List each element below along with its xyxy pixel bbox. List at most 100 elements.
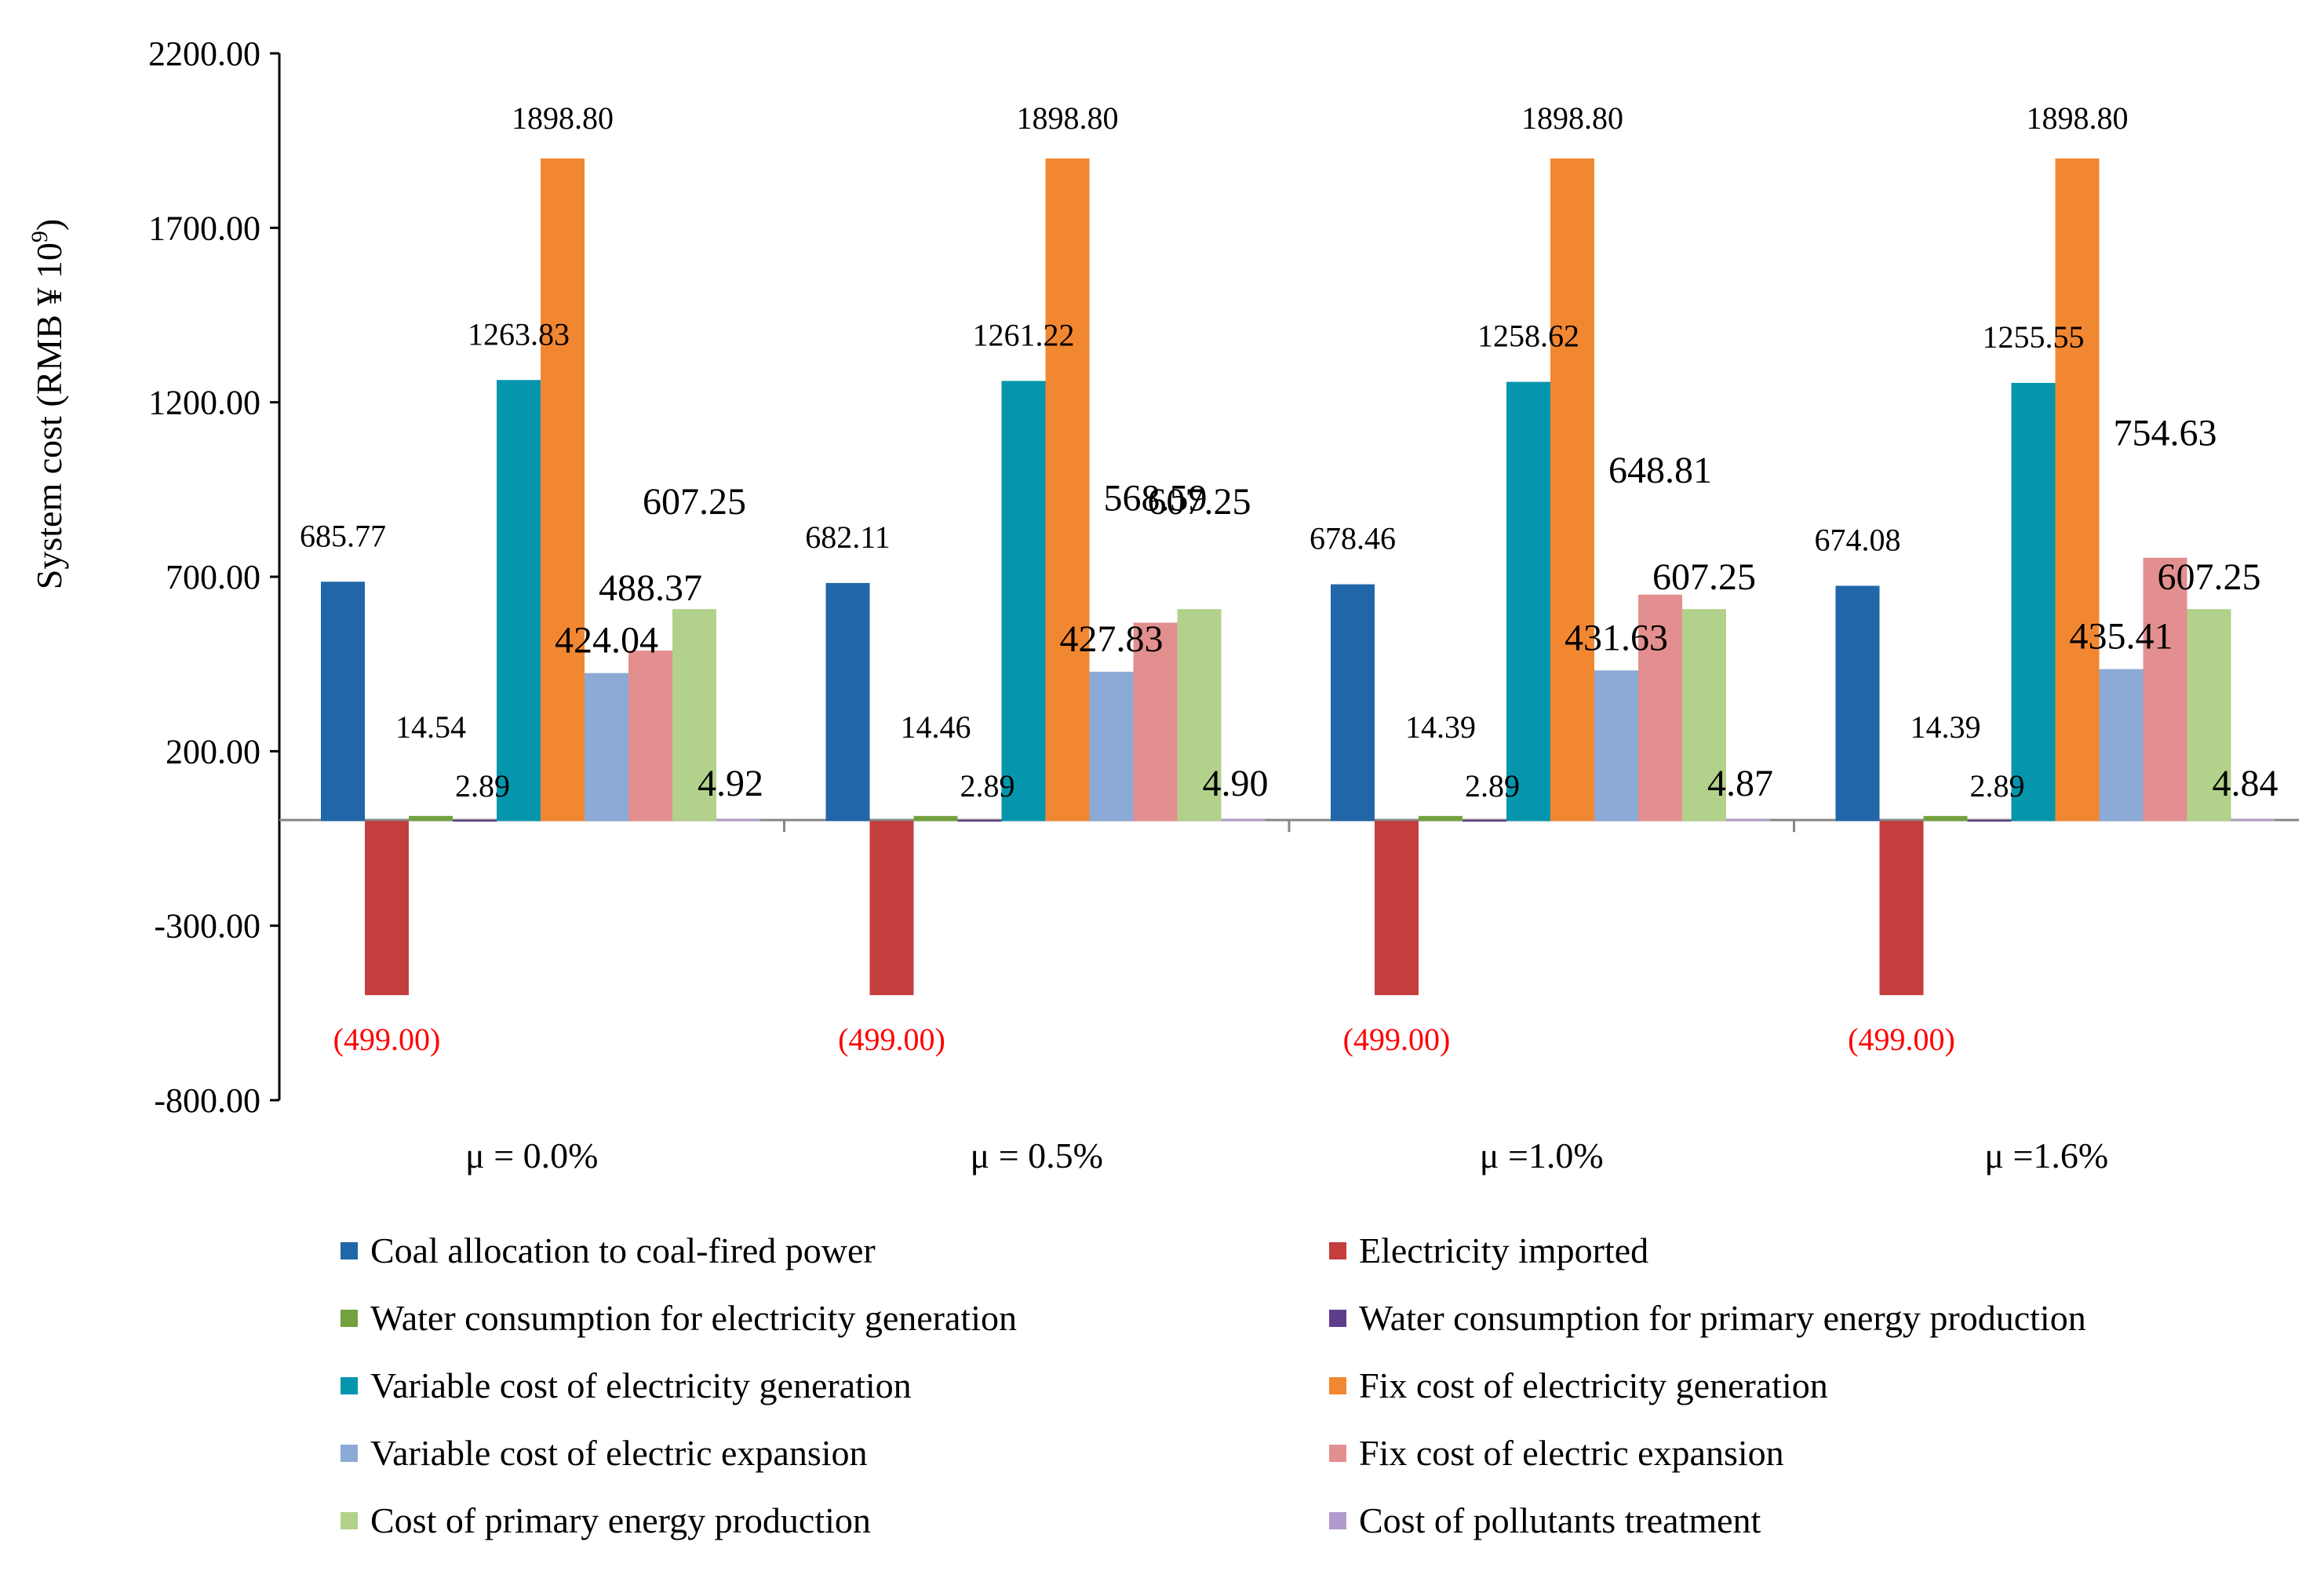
data-label: 685.77: [300, 518, 386, 553]
bar: [497, 380, 541, 822]
y-axis-title-main: System cost (RMB ¥ 10: [29, 242, 69, 589]
data-label: 674.08: [1815, 523, 1901, 558]
data-label: (499.00): [838, 1022, 945, 1057]
bar: [1177, 609, 1222, 822]
data-label: 427.83: [1060, 618, 1164, 660]
data-label: 1898.80: [1017, 100, 1119, 136]
data-label: (499.00): [1343, 1022, 1451, 1057]
data-label: 4.92: [698, 763, 763, 804]
bar: [869, 821, 914, 996]
data-label: (499.00): [1848, 1022, 1955, 1057]
bar: [1375, 821, 1419, 996]
legend-label: Cost of pollutants treatment: [1359, 1500, 1761, 1540]
data-label: 4.90: [1203, 763, 1269, 804]
legend: Coal allocation to coal-fired power Elect…: [341, 1230, 2086, 1540]
bar: [585, 673, 628, 822]
bar: [1594, 670, 1638, 822]
bar: [409, 815, 453, 822]
data-label: 1898.80: [2027, 100, 2129, 136]
legend-label: Water consumption for primary energy pro…: [1359, 1298, 2086, 1338]
data-label: 607.25: [1148, 481, 1251, 523]
bar: [628, 651, 672, 822]
bar: [2231, 819, 2275, 822]
legend-swatch: [341, 1512, 358, 1529]
y-tick-label: -300.00: [154, 907, 260, 946]
y-tick-label: 1200.00: [148, 384, 260, 422]
data-label: (499.00): [333, 1022, 441, 1057]
y-tick-label: 200.00: [166, 732, 260, 771]
data-labels: 685.77 682.11 678.46 674.08 (499.00) (499.00)…: [300, 100, 2278, 1057]
data-label: 1898.80: [1521, 100, 1623, 136]
bar: [1835, 585, 1880, 822]
data-label: 607.25: [1652, 556, 1756, 598]
bar: [913, 815, 958, 822]
bar: [1331, 584, 1375, 822]
data-label: 4.87: [1707, 763, 1773, 804]
bar: [1089, 672, 1134, 822]
bar: [1506, 381, 1550, 822]
bar: [716, 819, 760, 822]
y-ticks: 2200.00 1700.00 1200.00 700.00 200.00 -300.00…: [148, 35, 279, 1120]
data-label: 2.89: [960, 768, 1015, 804]
bar: [1133, 622, 1178, 822]
category-label: μ = 0.5%: [971, 1135, 1103, 1176]
category-label: μ =1.6%: [1984, 1135, 2108, 1176]
data-label: 2.89: [1970, 768, 2025, 804]
data-label: 435.41: [2070, 616, 2173, 658]
legend-label: Coal allocation to coal-fired power: [370, 1230, 876, 1270]
bar: [365, 821, 409, 996]
bar: [1682, 609, 1726, 822]
legend-label: Variable cost of electricity generation: [370, 1365, 912, 1405]
data-label: 1261.22: [973, 317, 1075, 352]
data-label: 1898.80: [512, 100, 614, 136]
bar: [2143, 557, 2187, 822]
bar: [1967, 819, 2012, 822]
legend-label: Fix cost of electric expansion: [1359, 1433, 1784, 1473]
data-label: 2.89: [1465, 768, 1520, 804]
legend-swatch: [1329, 1310, 1346, 1327]
data-label: 488.37: [599, 567, 702, 609]
y-axis-title-close: ): [29, 219, 69, 231]
legend-swatch: [1329, 1445, 1346, 1462]
bar: [1550, 158, 1594, 822]
x-ticks: [783, 821, 1795, 833]
data-label: 431.63: [1565, 617, 1668, 658]
legend-label: Fix cost of electricity generation: [1359, 1365, 1828, 1405]
category-label: μ =1.0%: [1480, 1135, 1604, 1176]
data-label: 1258.62: [1477, 319, 1579, 354]
legend-swatch: [1329, 1242, 1346, 1259]
y-tick-label: 2200.00: [148, 35, 260, 73]
data-label: 14.39: [1911, 709, 1981, 745]
data-label: 1255.55: [1983, 319, 2085, 355]
data-label: 14.39: [1405, 709, 1476, 745]
bar: [1001, 381, 1046, 822]
legend-swatch: [1329, 1512, 1346, 1529]
data-label: 4.84: [2213, 763, 2278, 804]
data-label: 14.54: [395, 709, 466, 745]
data-label: 607.25: [2158, 556, 2261, 598]
bar: [453, 819, 497, 822]
bar: [1221, 819, 1266, 822]
legend-swatch: [341, 1445, 358, 1462]
bar: [1419, 815, 1463, 822]
legend-swatch: [1329, 1377, 1346, 1394]
data-label: 14.46: [901, 709, 971, 745]
data-label: 607.25: [643, 481, 746, 523]
bar: [672, 609, 716, 822]
legend-label: Cost of primary energy production: [370, 1500, 871, 1540]
bar: [2055, 158, 2100, 822]
legend-swatch: [341, 1242, 358, 1259]
y-tick-label: 700.00: [166, 558, 260, 596]
data-label: 682.11: [805, 519, 891, 555]
y-tick-label: 1700.00: [148, 209, 260, 247]
legend-swatch: [341, 1377, 358, 1394]
y-tick-label: -800.00: [154, 1081, 260, 1120]
y-axis-title-sup: 9: [27, 231, 53, 242]
bar: [1726, 819, 1770, 822]
data-label: 678.46: [1310, 521, 1396, 556]
bar: [1923, 815, 1968, 822]
data-label: 1263.83: [468, 316, 570, 352]
data-label: 2.89: [455, 768, 510, 804]
